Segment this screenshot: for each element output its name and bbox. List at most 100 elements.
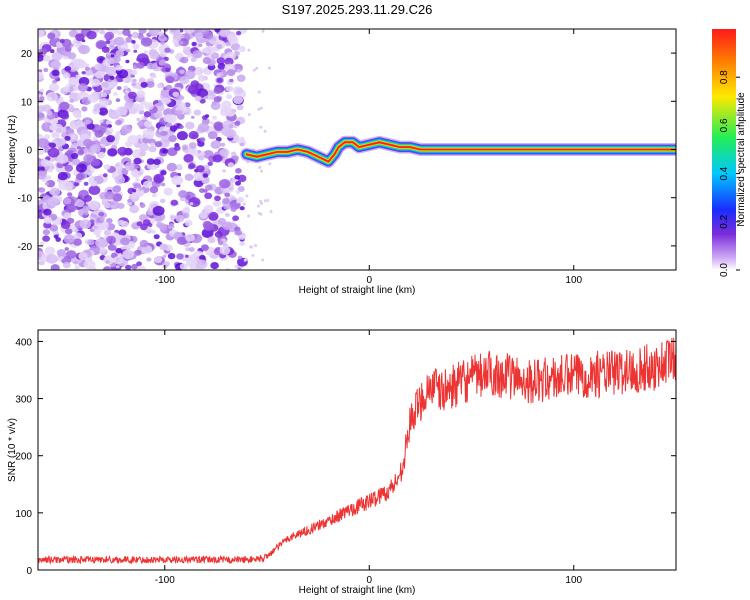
noise-dot [172, 91, 180, 98]
noise-dot [210, 262, 219, 270]
noise-dot [94, 129, 104, 138]
noise-dot [267, 66, 271, 70]
noise-dot [83, 138, 93, 147]
noise-dot [186, 54, 191, 59]
noise-dot [82, 214, 87, 219]
noise-dot [190, 80, 200, 88]
noise-dot [234, 120, 241, 126]
noise-dot [188, 247, 195, 252]
noise-dot [59, 256, 64, 260]
noise-dot [141, 245, 153, 254]
noise-dot [244, 257, 248, 261]
noise-dot [47, 168, 53, 173]
noise-dot [188, 197, 201, 208]
noise-dot [237, 255, 243, 260]
noise-dot [152, 205, 165, 216]
noise-dot [239, 241, 246, 247]
noise-dot [198, 43, 203, 47]
y-tick-label: 0 [26, 566, 32, 577]
noise-dot [77, 149, 85, 156]
noise-dot [50, 165, 54, 169]
noise-dot [60, 112, 70, 120]
noise-dot [57, 172, 68, 181]
noise-dot [190, 115, 195, 119]
noise-dot [142, 137, 150, 144]
noise-dot [115, 265, 120, 269]
noise-dot [138, 187, 143, 191]
noise-dot [93, 228, 102, 236]
noise-dot [162, 148, 169, 154]
noise-dot [61, 70, 65, 73]
noise-dot [44, 123, 49, 128]
noise-dot [187, 84, 200, 95]
noise-dot [148, 145, 157, 153]
noise-dot [113, 92, 118, 96]
noise-dot [165, 114, 177, 124]
noise-dot [133, 157, 142, 165]
noise-dot [49, 187, 61, 196]
y-tick-label: 400 [15, 337, 32, 348]
noise-dot [51, 51, 63, 61]
noise-dot [121, 124, 132, 134]
noise-dot [75, 74, 80, 78]
noise-dot [150, 142, 155, 147]
noise-dot [176, 236, 187, 245]
noise-dot [87, 239, 95, 246]
chart-title: S197.2025.293.11.29.C26 [282, 2, 433, 17]
noise-dot [181, 144, 189, 150]
noise-dot [50, 60, 62, 70]
noise-dot [60, 221, 71, 229]
noise-dot [39, 88, 45, 93]
noise-dot [133, 49, 138, 53]
noise-dot [268, 162, 272, 166]
colorbar-tick-label: 0.2 [719, 214, 730, 228]
noise-dot [176, 37, 181, 41]
noise-dot [212, 115, 218, 120]
noise-dot [149, 186, 159, 194]
noise-dot [118, 229, 127, 236]
noise-dot [44, 182, 49, 186]
noise-dot [82, 205, 91, 212]
noise-dot [38, 260, 45, 266]
noise-dot [115, 247, 123, 254]
noise-dot [127, 91, 137, 100]
noise-dot [204, 192, 213, 200]
noise-dot [140, 223, 148, 231]
noise-dot [179, 263, 188, 270]
noise-dot [43, 67, 49, 73]
noise-dot [261, 258, 265, 262]
noise-dot [83, 181, 89, 186]
noise-dot [220, 142, 226, 147]
noise-dot [106, 135, 115, 143]
y-tick-label: 100 [15, 509, 32, 520]
noise-dot [65, 185, 73, 192]
noise-dot [196, 88, 208, 98]
noise-dot [66, 204, 77, 213]
noise-dot [38, 53, 44, 62]
noise-dot [176, 253, 184, 260]
noise-dot [73, 182, 79, 187]
noise-dot [53, 132, 58, 137]
noise-dot [190, 57, 197, 62]
noise-dot [229, 78, 234, 83]
noise-dot [38, 170, 47, 180]
noise-dot [49, 224, 58, 232]
noise-dot [83, 195, 92, 202]
noise-dot [224, 192, 231, 198]
noise-dot [136, 90, 146, 98]
noise-dot [106, 218, 113, 224]
noise-dot [38, 187, 46, 193]
noise-dot [108, 108, 113, 113]
noise-dot [103, 266, 112, 270]
noise-dot [178, 95, 185, 101]
noise-dot [257, 107, 261, 111]
noise-dot [174, 145, 181, 151]
noise-dot [124, 102, 133, 110]
noise-dot [90, 158, 101, 167]
noise-dot [132, 149, 144, 159]
noise-dot [125, 36, 133, 43]
noise-dot [72, 109, 82, 117]
noise-dot [109, 75, 115, 80]
noise-dot [126, 201, 133, 206]
noise-dot [56, 127, 62, 133]
